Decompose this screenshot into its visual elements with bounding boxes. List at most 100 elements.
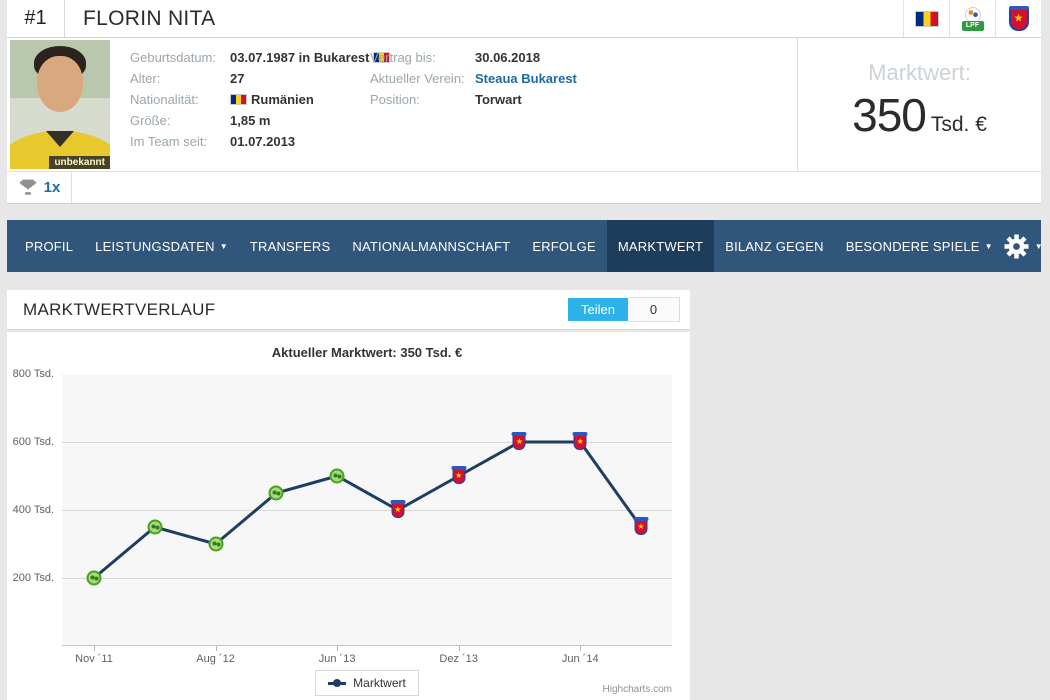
green-club-badge-marker[interactable]: [86, 570, 102, 586]
fact-row: Größe: 1,85 m: [130, 114, 370, 128]
fact-row: Im Team seit: 01.07.2013: [130, 135, 370, 149]
fact-row: Vertrag bis: 30.06.2018: [370, 51, 577, 65]
legend-item-marktwert[interactable]: Marktwert: [315, 670, 419, 696]
share-button[interactable]: Teilen: [568, 298, 628, 321]
market-value: 350 Tsd. €: [852, 88, 987, 142]
nation-flag-cell[interactable]: [903, 0, 949, 37]
x-axis-line: [62, 645, 672, 646]
gear-icon: [1004, 234, 1029, 258]
gridline: [62, 442, 672, 443]
fact-text: 30.06.2018: [475, 50, 541, 65]
legend-wrap: Marktwert: [62, 670, 672, 696]
fact-label: Position:: [370, 92, 420, 107]
steaua-crest-icon: [1008, 5, 1029, 31]
x-axis-tick: [337, 646, 339, 651]
player-facts: Geburtsdatum: 03.07.1987 in Bukarest Alter…: [110, 38, 797, 171]
fact-value: 30.06.2018: [475, 51, 540, 65]
fact-label: Geburtsdatum:: [130, 50, 216, 65]
share-count: 0: [628, 297, 680, 322]
fact-value: 1,85 m: [230, 114, 270, 128]
nav-item-bilanz-gegen[interactable]: BILANZ GEGEN: [725, 238, 824, 254]
share-group: Teilen 0: [568, 297, 680, 322]
market-value-unit: Tsd. €: [930, 112, 987, 136]
fact-value: 27: [230, 72, 244, 86]
steaua-crest-marker[interactable]: [633, 517, 649, 535]
fact-value[interactable]: Steaua Bukarest: [475, 72, 577, 86]
green-club-badge-marker[interactable]: [329, 468, 345, 484]
x-axis-label: Aug ´12: [196, 653, 235, 665]
lpf-league-icon: LPF: [961, 6, 984, 31]
fact-value: Torwart: [475, 93, 522, 107]
steaua-crest-marker[interactable]: [451, 466, 467, 484]
x-axis-tick: [215, 646, 217, 651]
market-value-line: [93, 440, 643, 580]
y-axis-label: 400 Tsd.: [12, 504, 54, 516]
nav-item-transfers[interactable]: TRANSFERS: [249, 238, 331, 254]
page-content: #1 FLORIN NITA LPF unbekannt Geburtsdatu…: [7, 0, 1043, 700]
photo-credit-label: unbekannt: [49, 156, 110, 169]
player-info-section: unbekannt Geburtsdatum: 03.07.1987 in Buk…: [7, 38, 1041, 171]
nav-item-profil[interactable]: PROFIL: [25, 238, 74, 254]
lpf-league-label: LPF: [961, 20, 984, 31]
highcharts-credit[interactable]: Highcharts.com: [602, 684, 672, 695]
league-cell[interactable]: LPF: [949, 0, 995, 37]
nav-items: PROFIL LEISTUNGSDATEN ▼ TRANSFERS NATIONALMA…: [7, 220, 1004, 272]
y-axis-label: 600 Tsd.: [12, 436, 54, 448]
market-value-box: Marktwert: 350 Tsd. €: [797, 38, 1041, 171]
fact-value: 03.07.1987 in Bukarest: [230, 51, 394, 65]
romania-flag-icon: [373, 52, 391, 63]
trophy-count: 1x: [43, 179, 61, 196]
fact-row: Alter: 27: [130, 72, 370, 86]
steaua-crest-marker[interactable]: [572, 432, 588, 450]
gridline: [62, 510, 672, 511]
x-axis-tick: [458, 646, 460, 651]
nav-item-erfolge[interactable]: ERFOLGE: [532, 238, 596, 254]
market-value-number: 350: [852, 88, 927, 141]
nav-item-leistungsdaten[interactable]: LEISTUNGSDATEN ▼: [95, 238, 228, 254]
nav-item-nationalmannschaft[interactable]: NATIONALMANNSCHAFT: [352, 238, 511, 254]
romania-flag-icon: [914, 10, 939, 27]
fact-text: Rumänien: [251, 92, 314, 107]
photo-face: [37, 56, 83, 112]
steaua-crest-marker[interactable]: [511, 432, 527, 450]
section-header: MARKTWERTVERLAUF Teilen 0: [7, 290, 690, 330]
trophy-icon: [19, 179, 36, 195]
x-axis-tick: [94, 646, 95, 651]
chevron-down-icon: ▼: [984, 241, 993, 251]
fact-value: 01.07.2013: [230, 135, 295, 149]
market-value-chart: Aktueller Marktwert: 350 Tsd. € 800 Tsd.…: [7, 332, 690, 700]
shirt-number: #1: [7, 0, 65, 37]
trophy-cell[interactable]: 1x: [7, 172, 72, 203]
x-axis-label: Nov ´11: [75, 653, 113, 665]
x-axis-label: Dez ´13: [439, 653, 478, 665]
fact-label: Alter:: [130, 71, 161, 86]
fact-label: Größe:: [130, 113, 171, 128]
steaua-crest-marker[interactable]: [390, 500, 406, 518]
x-axis-label: Jun ´13: [318, 653, 356, 665]
chevron-down-icon: ▼: [1034, 241, 1043, 251]
fact-label: Im Team seit:: [130, 134, 208, 149]
settings-menu[interactable]: ▼: [1004, 220, 1050, 272]
page-title: FLORIN NITA: [83, 6, 216, 30]
club-cell[interactable]: [995, 0, 1041, 37]
gridline: [62, 578, 672, 579]
nav-item-marktwert[interactable]: MARKTWERT: [606, 220, 715, 272]
fact-label: Vertrag bis:: [370, 50, 436, 65]
fact-text: 03.07.1987 in Bukarest: [230, 50, 370, 65]
facts-column-2: Vertrag bis: 30.06.2018 Aktueller Verein: S…: [370, 51, 577, 171]
chart-plot-area: [62, 374, 672, 646]
club-link[interactable]: Steaua Bukarest: [475, 71, 577, 86]
fact-row: Geburtsdatum: 03.07.1987 in Bukarest: [130, 50, 391, 65]
legend-line-marker-icon: [328, 678, 347, 687]
legend-label: Marktwert: [353, 676, 406, 690]
fact-row: Aktueller Verein: Steaua Bukarest: [370, 72, 577, 86]
fact-text: Torwart: [475, 92, 522, 107]
section-title: MARKTWERTVERLAUF: [23, 299, 216, 319]
nav-item-besondere-spiele[interactable]: BESONDERE SPIELE ▼: [845, 238, 993, 254]
green-club-badge-marker[interactable]: [208, 536, 224, 552]
green-club-badge-marker[interactable]: [268, 485, 284, 501]
player-photo: unbekannt: [10, 40, 110, 169]
green-club-badge-marker[interactable]: [147, 519, 163, 535]
nav-bar: PROFIL LEISTUNGSDATEN ▼ TRANSFERS NATIONALMA…: [7, 220, 1043, 272]
fact-value: Rumänien: [230, 93, 314, 107]
